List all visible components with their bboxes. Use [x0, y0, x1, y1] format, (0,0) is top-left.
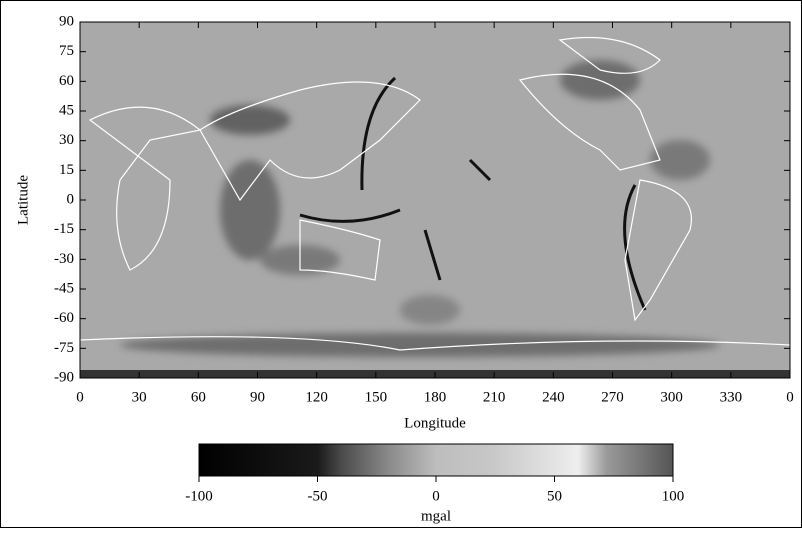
- colorbar: [199, 444, 673, 476]
- colorbar-tick-label: 100: [662, 488, 685, 504]
- colorbar-label: mgal: [421, 508, 451, 524]
- y-tick-label: 45: [59, 102, 74, 118]
- y-tick-label: 0: [67, 191, 75, 207]
- map-image: [80, 22, 790, 378]
- x-tick-label: 210: [483, 389, 506, 405]
- y-tick-label: -15: [54, 221, 74, 237]
- colorbar-tick-label: 0: [432, 488, 440, 504]
- y-tick-label: -60: [54, 310, 74, 326]
- x-tick-label: 90: [250, 389, 265, 405]
- x-tick-label: 180: [424, 389, 447, 405]
- y-tick-label: 30: [59, 132, 74, 148]
- y-axis-label: Latitude: [15, 175, 31, 225]
- y-tick-label: 60: [59, 73, 74, 89]
- x-tick-label: 0: [786, 389, 794, 405]
- y-tick-label: 15: [59, 162, 74, 178]
- x-tick-label: 270: [601, 389, 624, 405]
- x-axis-label: Longitude: [404, 415, 466, 431]
- x-tick-label: 150: [365, 389, 388, 405]
- x-tick-label: 0: [76, 389, 84, 405]
- x-tick-label: 30: [132, 389, 147, 405]
- y-tick-label: -30: [54, 251, 74, 267]
- x-tick-label: 60: [191, 389, 206, 405]
- y-tick-label: 75: [59, 43, 74, 59]
- y-tick-label: -75: [54, 340, 74, 356]
- colorbar-tick-label: -100: [185, 488, 213, 504]
- y-tick-label: -45: [54, 280, 74, 296]
- figure: Longitude Latitude mgal 0306090120150180…: [0, 0, 802, 528]
- colorbar-tick-label: 50: [547, 488, 562, 504]
- y-tick-label: 90: [59, 13, 74, 29]
- x-tick-label: 120: [305, 389, 328, 405]
- x-tick-label: 240: [542, 389, 565, 405]
- x-tick-label: 330: [720, 389, 743, 405]
- y-tick-label: -90: [54, 369, 74, 385]
- x-tick-label: 300: [660, 389, 683, 405]
- colorbar-tick-label: -50: [308, 488, 328, 504]
